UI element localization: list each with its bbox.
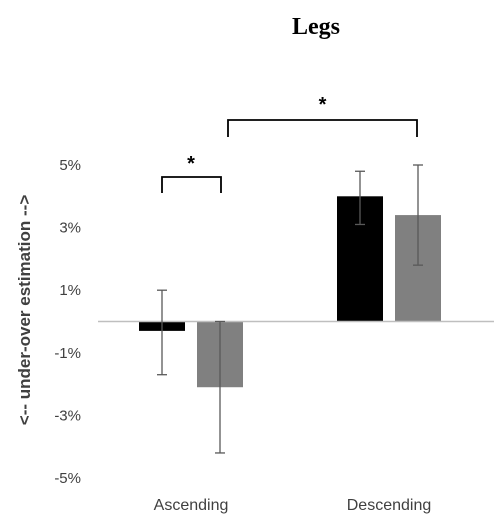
- significance-star: *: [187, 153, 195, 175]
- y-tick-label: 5%: [59, 157, 81, 174]
- significance-bracket: [227, 119, 418, 137]
- significance-star: *: [319, 94, 327, 116]
- y-tick-label: 1%: [59, 282, 81, 299]
- y-axis-ticks: 5% 3% 1% -1% -3% -5%: [54, 157, 81, 487]
- y-axis-label: <-- under-over estimation -->: [15, 195, 34, 426]
- y-tick-label: -1%: [54, 345, 81, 362]
- x-axis-labels: Ascending Descending: [154, 497, 432, 514]
- x-category-label: Descending: [347, 497, 432, 514]
- y-tick-label: -3%: [54, 407, 81, 424]
- chart-title: Legs: [292, 14, 340, 40]
- x-category-label: Ascending: [154, 497, 229, 514]
- y-tick-label: 3%: [59, 220, 81, 237]
- y-tick-label: -5%: [54, 470, 81, 487]
- significance-annotations: **: [161, 94, 418, 193]
- significance-bracket: [161, 176, 222, 193]
- bars: [139, 196, 441, 388]
- error-bars: [157, 164, 423, 454]
